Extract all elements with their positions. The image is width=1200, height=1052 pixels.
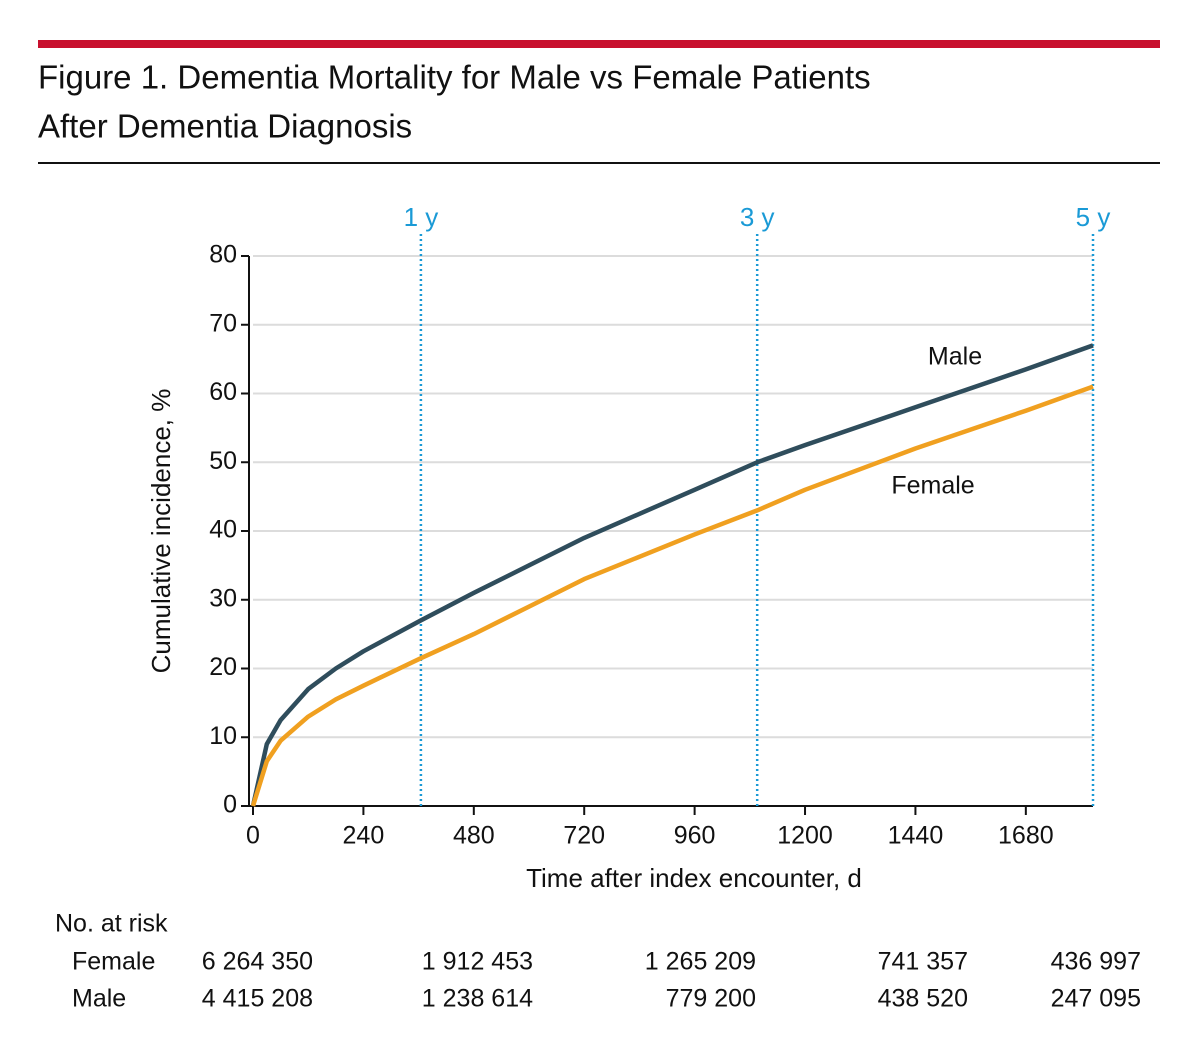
risk-cell: 1 265 209 (645, 948, 756, 976)
risk-cell: 436 997 (1051, 948, 1141, 976)
reference-label: 3 y (740, 202, 775, 232)
x-tick-label: 1200 (777, 822, 833, 850)
y-tick-label: 60 (209, 378, 237, 406)
y-tick-label: 50 (209, 447, 237, 475)
y-tick-label: 0 (223, 791, 237, 819)
x-tick-label: 1680 (998, 822, 1054, 850)
risk-cell: 4 415 208 (202, 985, 313, 1013)
x-tick-label: 480 (453, 822, 495, 850)
x-tick-label: 720 (563, 822, 605, 850)
risk-cell: 741 357 (878, 948, 968, 976)
x-tick-label: 960 (674, 822, 716, 850)
series-line (250, 384, 1094, 807)
risk-table-title: No. at risk (55, 910, 168, 938)
reference-label: 5 y (1076, 202, 1111, 232)
series-label: Male (928, 343, 982, 371)
header-bar (38, 40, 1160, 48)
series-line (250, 343, 1094, 807)
y-axis-label: Cumulative incidence, % (146, 389, 176, 674)
series-label: Female (891, 472, 974, 500)
y-tick-label: 70 (209, 309, 237, 337)
y-tick-label: 30 (209, 584, 237, 612)
title-line: After Dementia Diagnosis (38, 108, 412, 145)
reference-label: 1 y (404, 202, 439, 232)
y-tick-label: 20 (209, 653, 237, 681)
risk-row-label: Male (72, 985, 126, 1013)
y-tick-label: 10 (209, 722, 237, 750)
risk-cell: 6 264 350 (202, 948, 313, 976)
risk-cell: 438 520 (878, 985, 968, 1013)
y-tick-label: 80 (209, 241, 237, 269)
y-tick-label: 40 (209, 516, 237, 544)
x-axis-label: Time after index encounter, d (526, 863, 862, 893)
x-tick-label: 240 (343, 822, 385, 850)
title-line: Figure 1. Dementia Mortality for Male vs… (38, 59, 871, 96)
x-tick-label: 1440 (888, 822, 944, 850)
risk-cell: 1 238 614 (422, 985, 533, 1013)
risk-cell: 1 912 453 (422, 948, 533, 976)
risk-row-label: Female (72, 948, 155, 976)
risk-cell: 779 200 (666, 985, 756, 1013)
risk-cell: 247 095 (1051, 985, 1141, 1013)
x-tick-label: 0 (246, 822, 260, 850)
